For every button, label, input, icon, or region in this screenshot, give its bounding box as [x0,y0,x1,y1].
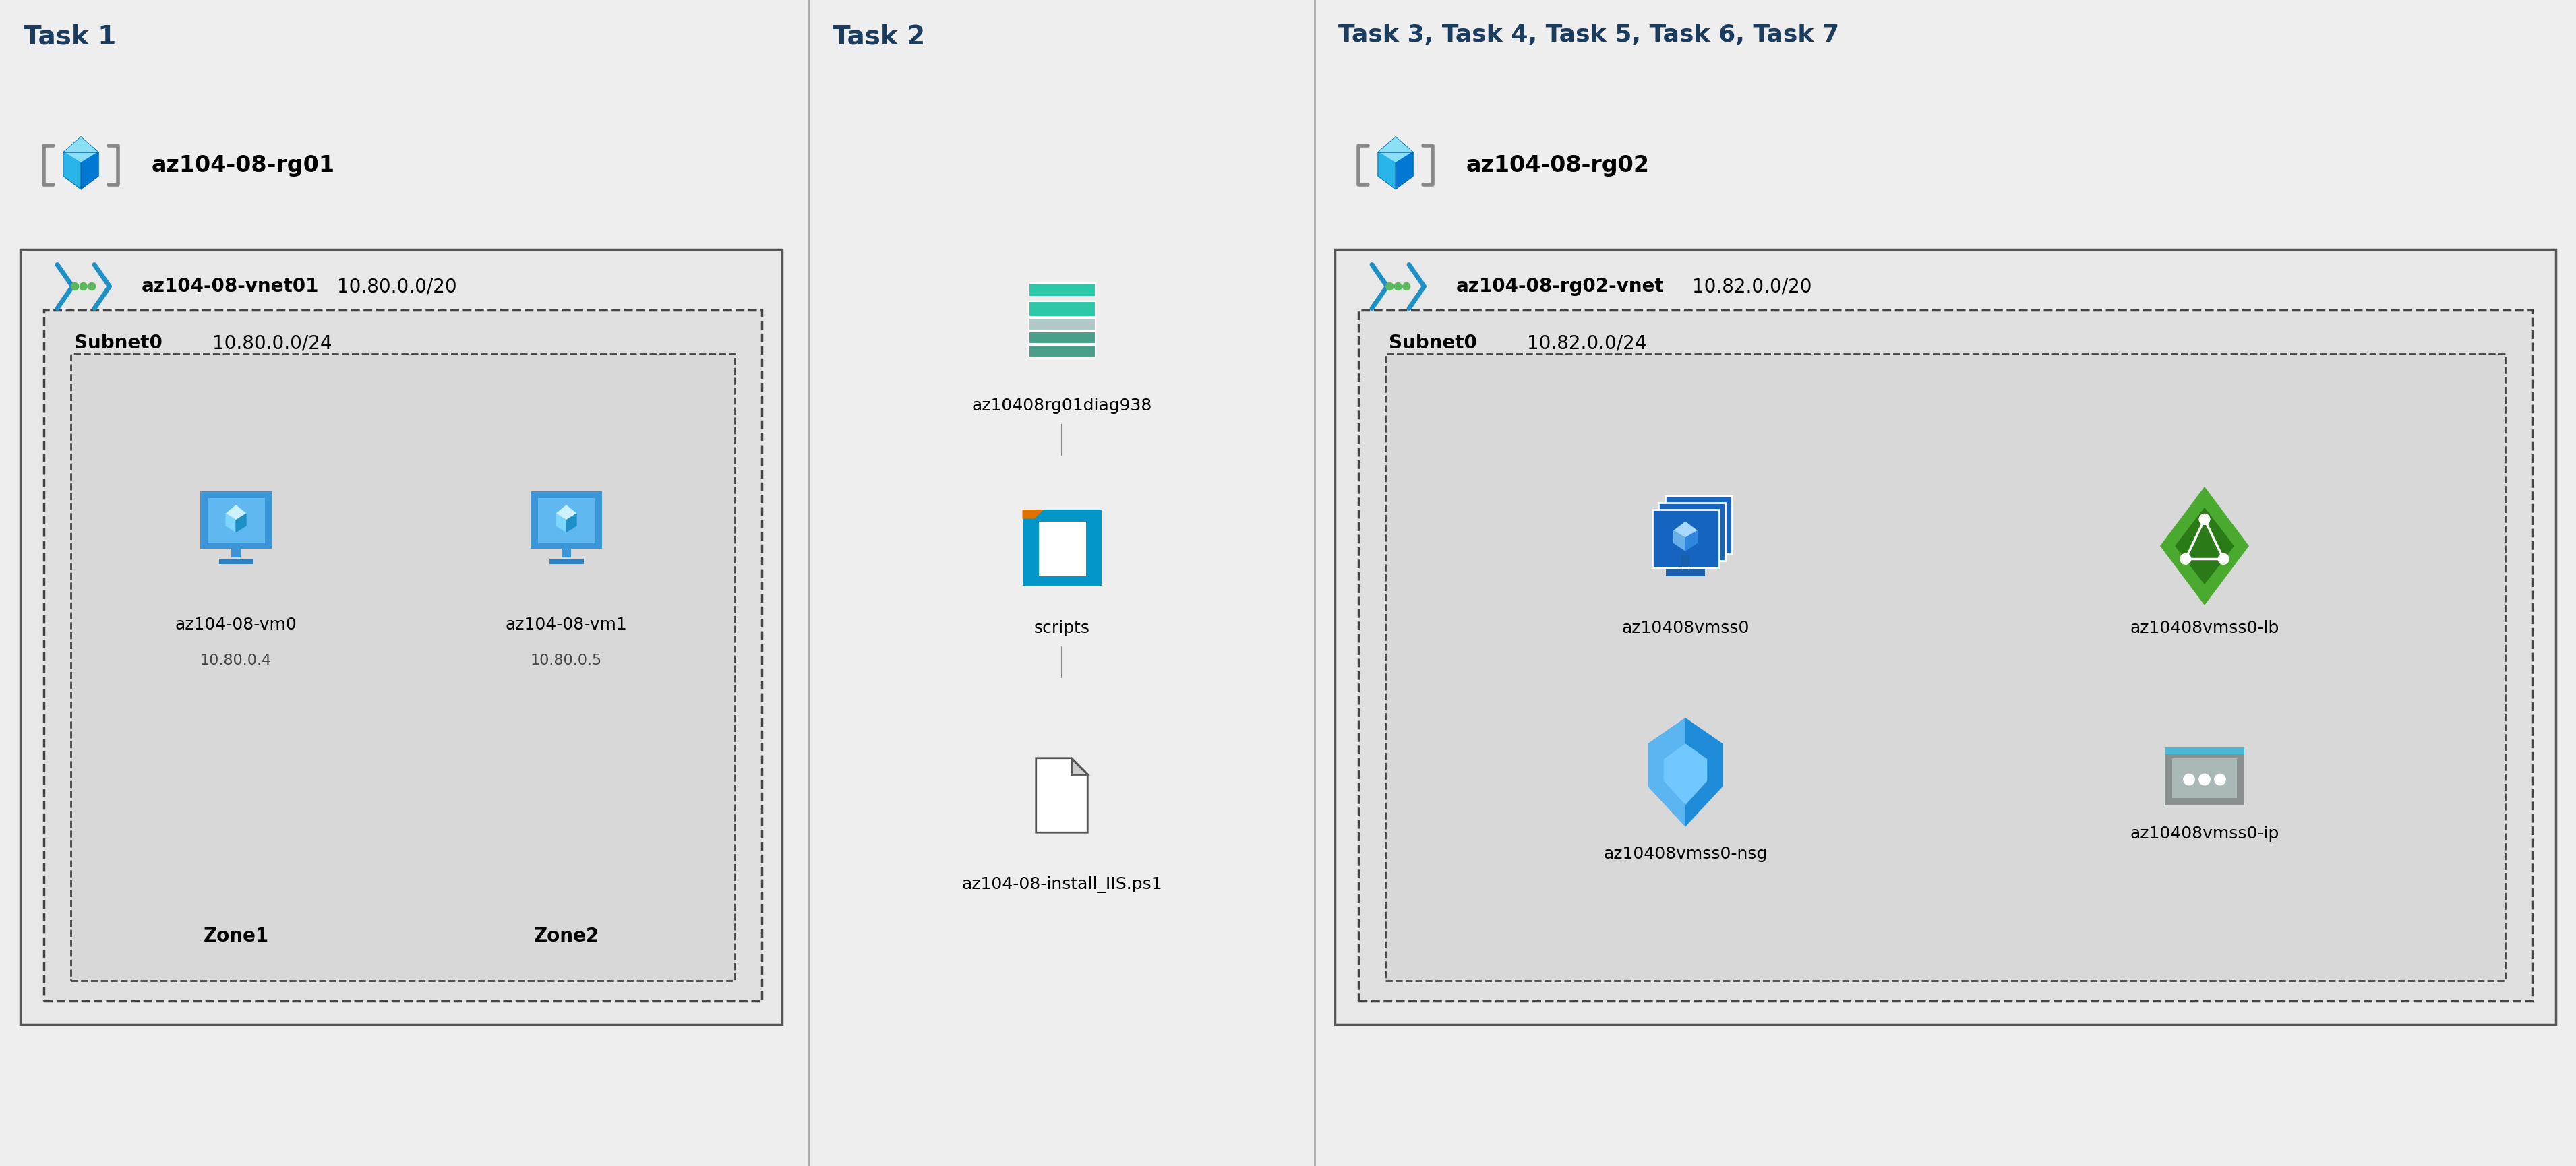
Polygon shape [1674,531,1685,550]
Text: Subnet0: Subnet0 [75,333,162,352]
Text: az10408vmss0-lb: az10408vmss0-lb [2130,620,2280,637]
Circle shape [80,282,88,290]
Bar [2164,747,2244,754]
Text: az104-08-rg01: az104-08-rg01 [152,154,335,176]
Polygon shape [1023,510,1043,519]
Bar [1038,521,1087,576]
Circle shape [2184,774,2195,785]
Bar [549,559,585,564]
Circle shape [2179,554,2190,564]
Polygon shape [1072,758,1087,774]
Bar [0,0,809,1166]
Polygon shape [1378,136,1414,163]
Bar [1667,569,1705,576]
Bar [1028,301,1095,317]
Bar [1682,555,1690,567]
Text: az104-08-vm1: az104-08-vm1 [505,617,626,633]
Polygon shape [556,514,567,532]
Polygon shape [64,136,98,163]
Polygon shape [2174,507,2233,584]
Text: 10.82.0.0/20: 10.82.0.0/20 [1692,278,1811,296]
Text: az10408rg01diag938: az10408rg01diag938 [971,398,1151,414]
Circle shape [88,282,95,290]
Circle shape [2218,554,2228,564]
Polygon shape [1674,522,1698,538]
Text: az10408vmss0-nsg: az10408vmss0-nsg [1602,845,1767,862]
Text: Zone1: Zone1 [204,927,268,946]
Text: az104-08-vnet01: az104-08-vnet01 [142,278,319,296]
Text: Task 3, Task 4, Task 5, Task 6, Task 7: Task 3, Task 4, Task 5, Task 6, Task 7 [1337,23,1839,47]
Polygon shape [567,514,577,532]
Bar [232,547,240,557]
Text: az104-08-rg02: az104-08-rg02 [1466,154,1649,176]
Polygon shape [1664,744,1708,805]
Text: 10.80.0.0/20: 10.80.0.0/20 [337,278,456,296]
Text: az104-08-install_IIS.ps1: az104-08-install_IIS.ps1 [961,876,1162,893]
Bar [1028,331,1095,344]
Circle shape [2215,774,2226,785]
Polygon shape [80,152,98,189]
Bar [70,353,734,981]
Text: scripts: scripts [1033,620,1090,637]
Polygon shape [1685,531,1698,550]
Bar [1659,503,1726,561]
Bar [562,547,572,557]
Polygon shape [64,152,80,189]
Text: 10.80.0.4: 10.80.0.4 [201,654,270,667]
Polygon shape [1036,758,1087,833]
Circle shape [1394,282,1401,290]
Polygon shape [237,514,247,532]
Text: az104-08-vm0: az104-08-vm0 [175,617,296,633]
Circle shape [72,282,80,290]
Bar [1358,310,2532,1000]
Circle shape [1386,282,1394,290]
Bar [201,492,270,549]
Text: Task 2: Task 2 [832,23,925,49]
Bar [1314,0,2576,1166]
Text: az10408vmss0: az10408vmss0 [1620,620,1749,637]
Bar [1028,283,1095,296]
Text: Zone2: Zone2 [533,927,600,946]
Text: Subnet0: Subnet0 [1388,333,1476,352]
Bar [1023,510,1103,585]
Bar [1386,353,2506,981]
Polygon shape [1378,152,1396,189]
Bar [1028,345,1095,357]
Polygon shape [556,506,577,520]
Polygon shape [1649,718,1685,827]
Bar [44,310,762,1000]
Bar [531,492,603,549]
Bar [219,559,252,564]
Bar [206,498,265,543]
Circle shape [2200,514,2210,525]
Polygon shape [227,514,237,532]
Bar [21,250,783,1025]
Circle shape [1404,282,1409,290]
Text: 10.80.0.0/24: 10.80.0.0/24 [211,333,332,352]
Bar [2164,747,2244,806]
Polygon shape [2161,486,2249,605]
Bar [1028,318,1095,330]
Bar [2172,759,2236,799]
Bar [1651,510,1718,567]
Polygon shape [1649,718,1723,827]
Bar [809,0,1314,1166]
Circle shape [2200,774,2210,785]
Bar [1667,497,1731,554]
Text: az104-08-rg02-vnet: az104-08-rg02-vnet [1455,278,1664,296]
Text: 10.82.0.0/24: 10.82.0.0/24 [1528,333,1646,352]
Bar [538,498,595,543]
Polygon shape [1396,152,1414,189]
Text: 10.80.0.5: 10.80.0.5 [531,654,603,667]
Bar [1334,250,2555,1025]
Polygon shape [227,506,247,520]
Text: az10408vmss0-ip: az10408vmss0-ip [2130,826,2280,842]
Text: Task 1: Task 1 [23,23,116,49]
